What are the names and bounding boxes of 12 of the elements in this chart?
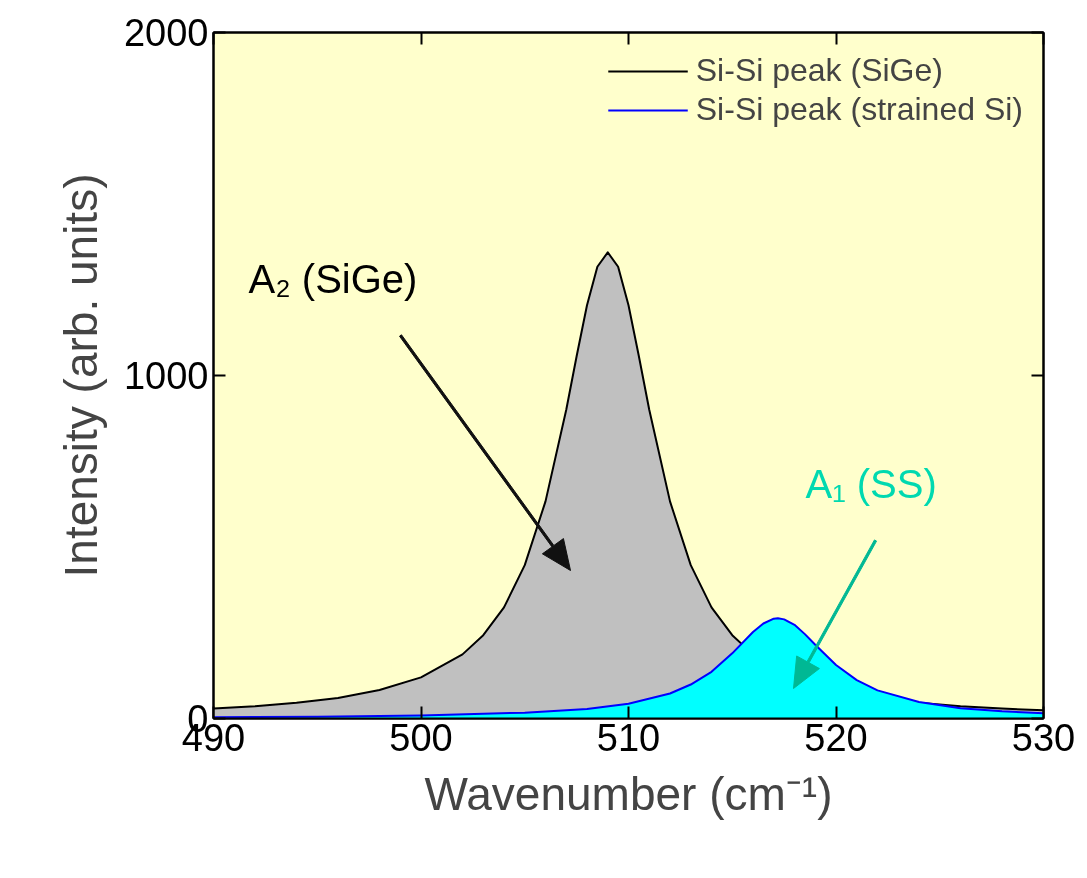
- annotation: A₁ (SS): [805, 461, 937, 506]
- x-axis-title: Wavenumber (cm⁻¹): [424, 767, 833, 820]
- y-axis-title: Intensity (arb. units): [54, 173, 107, 578]
- x-tick-label: 500: [389, 716, 453, 759]
- x-tick-label: 530: [1011, 716, 1076, 759]
- x-tick-label: 520: [804, 716, 868, 759]
- x-tick-label: 510: [596, 716, 661, 759]
- annotation: A₂ (SiGe): [248, 256, 418, 301]
- legend-label: Si-Si peak (SiGe): [695, 52, 943, 89]
- legend-label: Si-Si peak (strained Si): [695, 91, 1023, 128]
- y-tick-label: 1000: [123, 355, 209, 397]
- y-tick-label: 2000: [123, 12, 209, 54]
